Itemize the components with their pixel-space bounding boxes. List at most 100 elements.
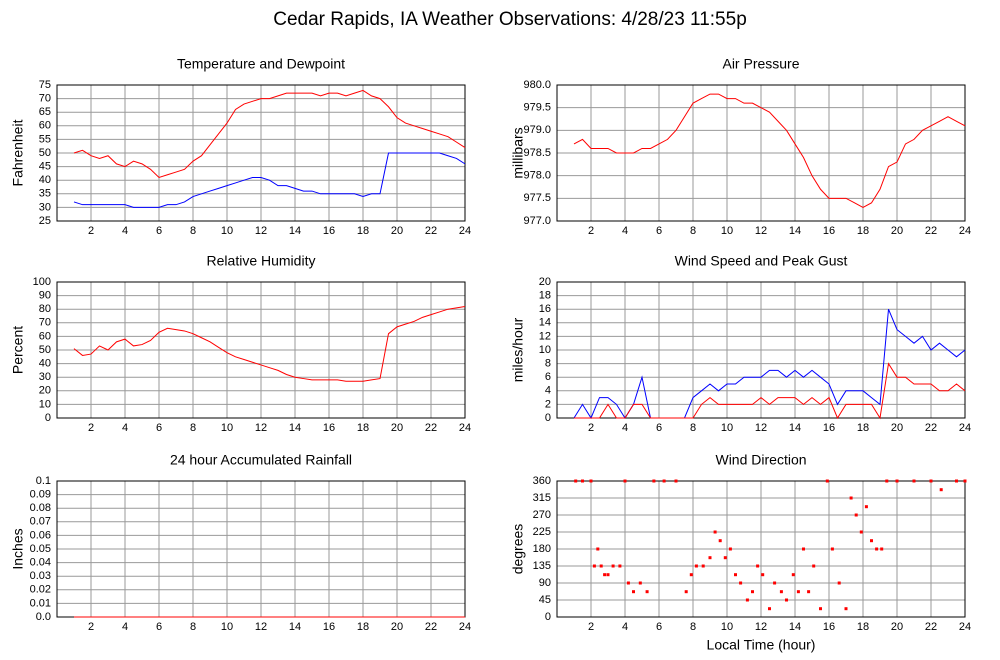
page-title: Cedar Rapids, IA Weather Observations: 4…: [273, 9, 747, 30]
panel-title: 24 hour Accumulated Rainfall: [170, 452, 352, 468]
x-tick-label: 22: [925, 225, 937, 237]
data-point: [689, 573, 693, 577]
x-tick-label: 2: [88, 621, 94, 633]
y-tick-label: 978.5: [523, 147, 551, 159]
x-tick-label: 14: [789, 621, 801, 633]
x-tick-label: 20: [391, 422, 403, 434]
panel-title: Temperature and Dewpoint: [177, 56, 345, 72]
x-tick-label: 16: [323, 225, 335, 237]
x-tick-label: 18: [357, 225, 369, 237]
y-tick-label: 6: [545, 371, 551, 383]
data-line: [73, 305, 466, 382]
x-tick-label: 18: [357, 422, 369, 434]
plot-frame: [56, 281, 466, 419]
x-tick-label: 8: [190, 621, 196, 633]
data-point: [684, 590, 688, 594]
y-tick-label: 978.0: [523, 170, 551, 182]
data-point: [885, 479, 889, 483]
panel-title: Wind Direction: [715, 452, 806, 468]
x-tick-label: 18: [857, 621, 869, 633]
x-tick-label: 8: [690, 422, 696, 434]
x-tick-label: 22: [925, 621, 937, 633]
x-tick-label: 20: [891, 621, 903, 633]
x-tick-label: 12: [255, 225, 267, 237]
data-point: [662, 479, 666, 483]
data-point: [768, 607, 771, 611]
x-tick-label: 24: [459, 225, 471, 237]
data-line: [573, 93, 966, 208]
data-point: [723, 556, 727, 560]
data-point: [761, 573, 765, 577]
y-tick-label: 20: [539, 276, 551, 288]
y-tick-label: 0.1: [36, 475, 51, 487]
data-point: [791, 573, 795, 577]
x-tick-label: 12: [255, 422, 267, 434]
x-tick-label: 16: [823, 225, 835, 237]
data-point: [599, 564, 603, 568]
y-tick-label: 977.0: [523, 215, 551, 227]
x-tick-label: 12: [255, 621, 267, 633]
data-point: [623, 479, 627, 483]
panel-title: Wind Speed and Peak Gust: [675, 253, 848, 269]
y-tick-label: 30: [39, 201, 51, 213]
data-point: [929, 479, 933, 483]
y-tick-label: 35: [39, 188, 51, 200]
data-point: [606, 573, 610, 577]
x-tick-label: 2: [588, 422, 594, 434]
y-tick-label: 60: [39, 120, 51, 132]
y-tick-label: 70: [39, 93, 51, 105]
x-tick-label: 10: [721, 422, 733, 434]
x-tick-label: 6: [656, 422, 662, 434]
data-point: [864, 505, 868, 509]
y-tick-label: 14: [539, 317, 551, 329]
x-tick-label: 10: [221, 621, 233, 633]
y-axis-label: degrees: [510, 524, 526, 575]
y-tick-label: 90: [39, 290, 51, 302]
data-point: [955, 479, 958, 483]
x-tick-label: 8: [190, 422, 196, 434]
x-tick-label: 8: [690, 621, 696, 633]
x-tick-label: 22: [425, 621, 437, 633]
x-tick-label: 24: [959, 225, 971, 237]
y-tick-label: 270: [533, 509, 551, 521]
y-tick-label: 65: [39, 106, 51, 118]
data-point: [645, 590, 649, 594]
y-axis-label: Inches: [10, 528, 26, 569]
y-tick-label: 0: [545, 611, 551, 623]
x-tick-label: 20: [891, 422, 903, 434]
data-point: [859, 530, 863, 534]
y-tick-label: 90: [539, 577, 551, 589]
y-tick-label: 979.0: [523, 124, 551, 136]
data-point: [652, 479, 656, 483]
x-tick-label: 24: [959, 422, 971, 434]
data-point: [802, 547, 805, 551]
data-point: [849, 496, 853, 500]
data-point: [875, 547, 879, 551]
x-tick-label: 14: [289, 621, 301, 633]
y-tick-label: 0.06: [30, 529, 51, 541]
x-tick-label: 6: [156, 225, 162, 237]
data-line: [574, 362, 966, 420]
y-tick-label: 40: [39, 358, 51, 370]
data-point: [632, 590, 635, 594]
data-point: [756, 564, 760, 568]
x-tick-label: 16: [823, 621, 835, 633]
y-tick-label: 980.0: [523, 79, 551, 91]
data-point: [745, 598, 749, 602]
data-point: [739, 581, 743, 585]
panel-title: Air Pressure: [722, 56, 799, 72]
y-tick-label: 0.04: [30, 557, 51, 569]
x-axis-label: Local Time (hour): [707, 637, 816, 653]
data-point: [870, 539, 873, 543]
x-tick-label: 2: [588, 621, 594, 633]
data-line: [73, 89, 466, 179]
data-point: [574, 479, 578, 483]
x-tick-label: 16: [323, 422, 335, 434]
x-tick-label: 2: [588, 225, 594, 237]
data-point: [830, 547, 834, 551]
data-point: [618, 564, 622, 568]
data-point: [713, 530, 717, 534]
y-axis-label: Fahrenheit: [10, 119, 26, 186]
y-tick-label: 18: [539, 290, 551, 302]
